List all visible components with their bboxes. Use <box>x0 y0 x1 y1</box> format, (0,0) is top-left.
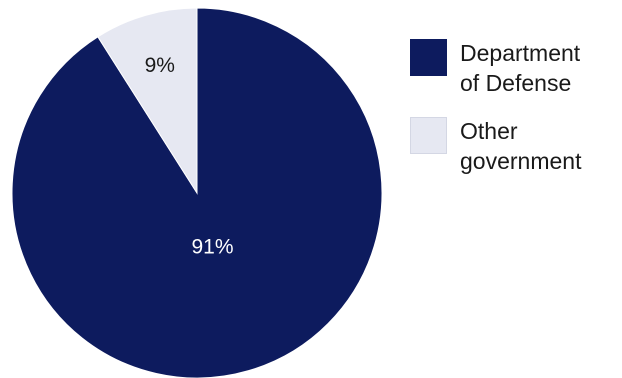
legend-label-other-government: Other government <box>460 118 582 174</box>
legend-label-department-of-defense: Department of Defense <box>460 40 581 96</box>
legend-item-other-government: Other government <box>410 116 620 176</box>
legend: Department of Defense Other government <box>410 38 620 194</box>
legend-swatch-other-government <box>410 117 447 154</box>
pie-label-department-of-defense: 91% <box>191 235 233 258</box>
pie-label-other-government: 9% <box>145 54 175 77</box>
pie-chart: 91% 9% <box>11 7 383 378</box>
pie-slice-other-government <box>97 7 198 195</box>
legend-item-department-of-defense: Department of Defense <box>410 38 620 98</box>
legend-swatch-department-of-defense <box>410 39 447 76</box>
